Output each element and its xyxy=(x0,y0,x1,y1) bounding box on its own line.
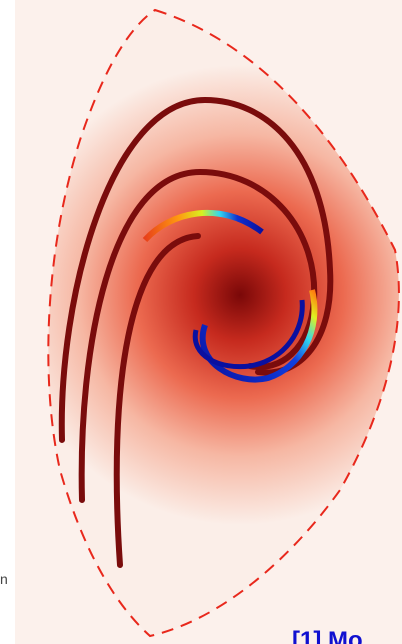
caption: [1] Mo xyxy=(292,627,363,644)
figure: n [1] Mo xyxy=(0,0,402,644)
edge-text: n xyxy=(0,571,8,587)
page: n [1] Mo (() => { const data = JSON.pars… xyxy=(0,0,402,644)
